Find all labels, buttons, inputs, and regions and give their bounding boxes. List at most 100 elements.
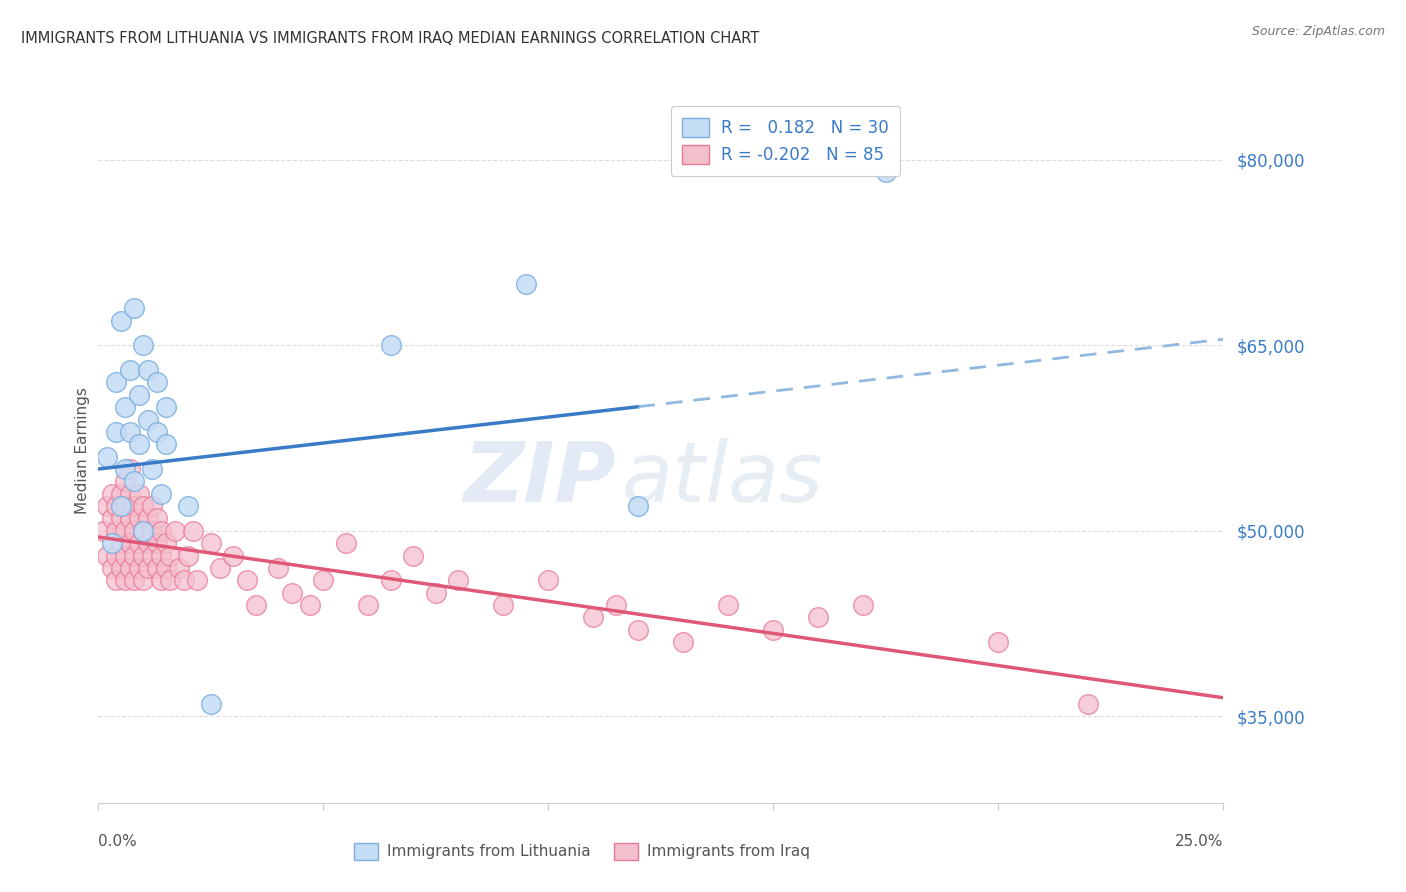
Point — [124, 301, 146, 316]
Point — [141, 549, 163, 563]
Point — [200, 536, 222, 550]
Point — [146, 511, 169, 525]
Point — [114, 475, 136, 489]
Point — [155, 536, 177, 550]
Point — [605, 598, 627, 612]
Point — [114, 462, 136, 476]
Point — [627, 623, 650, 637]
Point — [537, 574, 560, 588]
Point — [124, 574, 146, 588]
Point — [146, 376, 169, 390]
Point — [124, 475, 146, 489]
Point — [101, 487, 124, 501]
Point — [582, 610, 605, 624]
Point — [132, 524, 155, 538]
Point — [1077, 697, 1099, 711]
Point — [159, 549, 181, 563]
Point — [807, 610, 830, 624]
Point — [110, 499, 132, 513]
Point — [150, 487, 173, 501]
Point — [124, 549, 146, 563]
Point — [136, 536, 159, 550]
Point — [128, 511, 150, 525]
Point — [357, 598, 380, 612]
Point — [110, 536, 132, 550]
Point — [267, 561, 290, 575]
Point — [150, 574, 173, 588]
Point — [128, 487, 150, 501]
Point — [155, 561, 177, 575]
Point — [136, 511, 159, 525]
Point — [875, 165, 897, 179]
Point — [118, 561, 141, 575]
Point — [105, 574, 128, 588]
Point — [515, 277, 537, 291]
Point — [110, 561, 132, 575]
Point — [110, 487, 132, 501]
Point — [114, 524, 136, 538]
Point — [627, 499, 650, 513]
Point — [155, 437, 177, 451]
Point — [335, 536, 357, 550]
Point — [114, 499, 136, 513]
Point — [236, 574, 259, 588]
Point — [118, 425, 141, 439]
Point — [155, 400, 177, 414]
Point — [96, 499, 118, 513]
Point — [245, 598, 267, 612]
Text: 0.0%: 0.0% — [98, 834, 138, 848]
Text: IMMIGRANTS FROM LITHUANIA VS IMMIGRANTS FROM IRAQ MEDIAN EARNINGS CORRELATION CH: IMMIGRANTS FROM LITHUANIA VS IMMIGRANTS … — [21, 31, 759, 46]
Text: ZIP: ZIP — [463, 438, 616, 519]
Point — [136, 363, 159, 377]
Point — [169, 561, 191, 575]
Point — [132, 499, 155, 513]
Point — [672, 635, 695, 649]
Point — [118, 487, 141, 501]
Point — [132, 524, 155, 538]
Point — [150, 549, 173, 563]
Point — [181, 524, 204, 538]
Y-axis label: Median Earnings: Median Earnings — [75, 387, 90, 514]
Point — [118, 363, 141, 377]
Point — [101, 536, 124, 550]
Point — [105, 524, 128, 538]
Point — [118, 511, 141, 525]
Point — [141, 499, 163, 513]
Point — [150, 524, 173, 538]
Point — [118, 536, 141, 550]
Point — [380, 574, 402, 588]
Point — [762, 623, 785, 637]
Point — [987, 635, 1010, 649]
Point — [186, 574, 208, 588]
Point — [852, 598, 875, 612]
Point — [200, 697, 222, 711]
Point — [163, 524, 186, 538]
Point — [110, 511, 132, 525]
Point — [101, 511, 124, 525]
Point — [146, 425, 169, 439]
Point — [118, 462, 141, 476]
Text: atlas: atlas — [621, 438, 823, 519]
Point — [173, 574, 195, 588]
Point — [124, 499, 146, 513]
Point — [492, 598, 515, 612]
Text: Source: ZipAtlas.com: Source: ZipAtlas.com — [1251, 25, 1385, 38]
Point — [222, 549, 245, 563]
Point — [136, 561, 159, 575]
Point — [101, 561, 124, 575]
Point — [447, 574, 470, 588]
Point — [105, 376, 128, 390]
Point — [146, 536, 169, 550]
Point — [110, 313, 132, 327]
Point — [105, 425, 128, 439]
Point — [717, 598, 740, 612]
Point — [128, 536, 150, 550]
Point — [136, 412, 159, 426]
Point — [380, 338, 402, 352]
Point — [146, 561, 169, 575]
Point — [281, 585, 304, 599]
Point — [159, 574, 181, 588]
Point — [128, 561, 150, 575]
Point — [91, 524, 114, 538]
Point — [124, 524, 146, 538]
